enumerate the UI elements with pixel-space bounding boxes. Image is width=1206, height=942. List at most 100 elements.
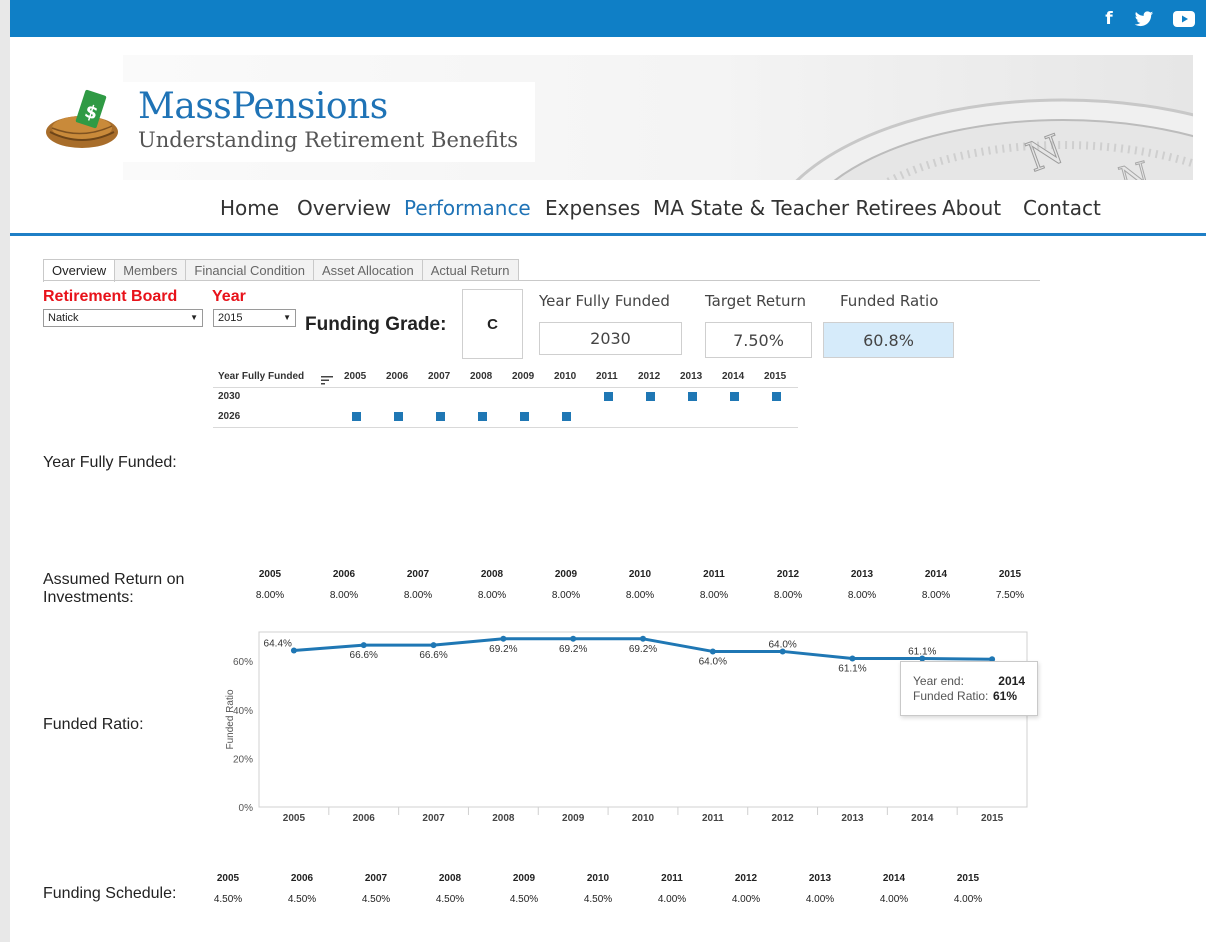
assumed-return-value: 8.00% — [625, 590, 655, 601]
data-point — [989, 656, 996, 663]
x-tick-label: 2015 — [981, 813, 1004, 824]
matrix-divider — [213, 427, 798, 428]
x-tick-label: 2013 — [841, 813, 864, 824]
assumed-return-value: 8.00% — [699, 590, 729, 601]
matrix-mark — [562, 412, 571, 421]
funded-ratio-value: 60.8% — [823, 322, 954, 358]
assumed-return-year: 2009 — [554, 569, 578, 580]
matrix-year-header: 2011 — [596, 371, 618, 382]
logo-title[interactable]: MassPensions — [138, 86, 388, 127]
tab-divider — [43, 280, 1040, 281]
nav-about[interactable]: About — [942, 196, 1002, 220]
matrix-year-header: 2009 — [512, 371, 535, 382]
matrix-year-header: 2008 — [470, 371, 493, 382]
assumed-return-year: 2008 — [480, 569, 504, 580]
retirement-board-select[interactable]: Natick ▼ — [43, 309, 203, 327]
matrix-mark — [688, 392, 697, 401]
data-point — [570, 635, 577, 642]
funding-schedule-year: 2008 — [438, 873, 462, 884]
x-tick-label: 2010 — [632, 813, 655, 824]
youtube-icon[interactable] — [1172, 9, 1196, 29]
funding-schedule-value: 4.50% — [213, 894, 243, 905]
twitter-icon[interactable] — [1132, 9, 1156, 29]
matrix-year-header: 2014 — [722, 371, 745, 382]
funded-ratio-label: Funded Ratio — [840, 292, 939, 310]
data-label: 64.4% — [264, 638, 292, 649]
y-tick-label: 60% — [233, 657, 253, 668]
data-point — [640, 635, 646, 642]
section-label-assumed-return: Assumed Return on Investments: — [43, 571, 185, 606]
svg-text:$: $ — [82, 101, 100, 125]
nav-performance[interactable]: Performance — [404, 196, 531, 220]
x-tick-label: 2005 — [283, 813, 306, 824]
funding-schedule-value: 4.50% — [287, 894, 317, 905]
assumed-return-value: 8.00% — [921, 590, 951, 601]
tab-overview[interactable]: Overview — [43, 259, 116, 282]
nav-expenses[interactable]: Expenses — [545, 196, 641, 220]
logo-subtitle: Understanding Retirement Benefits — [138, 128, 519, 152]
tooltip-year-value: 2014 — [998, 674, 1025, 688]
assumed-return-year: 2013 — [850, 569, 874, 580]
x-tick-label: 2012 — [772, 813, 795, 824]
assumed-return-year: 2012 — [776, 569, 800, 580]
tab-asset-allocation[interactable]: Asset Allocation — [312, 259, 423, 281]
dropdown-arrow-icon: ▼ — [190, 313, 198, 322]
facebook-icon[interactable]: f — [1105, 9, 1113, 29]
funding-schedule-year: 2015 — [956, 873, 980, 884]
funding-schedule-year: 2007 — [364, 873, 388, 884]
main-nav: Home Overview Performance Expenses MA St… — [10, 196, 1206, 226]
matrix-row-label: 2030 — [218, 391, 241, 402]
assumed-return-value: 8.00% — [403, 590, 433, 601]
matrix-row-label: 2026 — [218, 411, 241, 422]
target-return-label: Target Return — [705, 292, 806, 310]
tooltip-ratio-key: Funded Ratio: — [913, 689, 989, 703]
matrix-header: Year Fully Funded — [218, 371, 305, 382]
tab-members[interactable]: Members — [114, 259, 187, 281]
plot-area — [258, 631, 1028, 808]
assumed-return-year: 2007 — [406, 569, 430, 580]
data-point — [360, 642, 367, 649]
matrix-mark — [646, 392, 655, 401]
retirement-board-value: Natick — [48, 312, 79, 324]
year-fully-funded-label: Year Fully Funded — [539, 292, 670, 310]
assumed-return-year: 2011 — [703, 569, 725, 580]
matrix-year-header: 2006 — [386, 371, 409, 382]
nav-ma-state-teacher-retirees[interactable]: MA State & Teacher Retirees — [653, 196, 937, 220]
data-point — [779, 648, 786, 655]
matrix-mark — [394, 412, 403, 421]
funding-schedule-year: 2006 — [290, 873, 314, 884]
data-label: 69.2% — [629, 644, 657, 655]
assumed-return-value: 8.00% — [255, 590, 285, 601]
funding-schedule-value: 4.00% — [657, 894, 687, 905]
tab-financial-condition[interactable]: Financial Condition — [185, 259, 314, 281]
tab-actual-return[interactable]: Actual Return — [421, 259, 519, 281]
year-select[interactable]: 2015 ▼ — [213, 309, 296, 327]
retirement-board-label: Retirement Board — [43, 288, 178, 305]
y-tick-label: 40% — [233, 706, 253, 717]
funding-schedule-value: 4.50% — [361, 894, 391, 905]
matrix-mark — [604, 392, 613, 401]
funding-schedule-year: 2012 — [734, 873, 758, 884]
chart-tooltip: Year end: 2014 Funded Ratio: 61% — [900, 661, 1038, 716]
assumed-return-value: 7.50% — [995, 590, 1025, 601]
dashboard-tabs: Overview Members Financial Condition Ass… — [43, 259, 519, 282]
nav-overview[interactable]: Overview — [297, 196, 392, 220]
y-tick-label: 20% — [233, 754, 253, 765]
data-point — [500, 635, 507, 642]
matrix-year-header: 2005 — [344, 371, 367, 382]
sort-icon[interactable] — [321, 372, 333, 385]
assumed-return-value: 8.00% — [773, 590, 803, 601]
funding-schedule-year: 2011 — [661, 873, 683, 884]
nav-home[interactable]: Home — [220, 196, 280, 220]
target-return-value: 7.50% — [705, 322, 812, 358]
data-label: 66.6% — [419, 650, 447, 661]
nav-contact[interactable]: Contact — [1023, 196, 1101, 220]
year-label: Year — [212, 288, 246, 305]
funding-schedule-year: 2010 — [586, 873, 610, 884]
funding-grade-value: C — [462, 289, 523, 359]
dropdown-arrow-icon: ▼ — [283, 313, 291, 322]
section-label-funding-schedule: Funding Schedule: — [43, 885, 177, 902]
funding-schedule-value: 4.00% — [879, 894, 909, 905]
assumed-return-value: 8.00% — [847, 590, 877, 601]
assumed-return-value: 8.00% — [551, 590, 581, 601]
